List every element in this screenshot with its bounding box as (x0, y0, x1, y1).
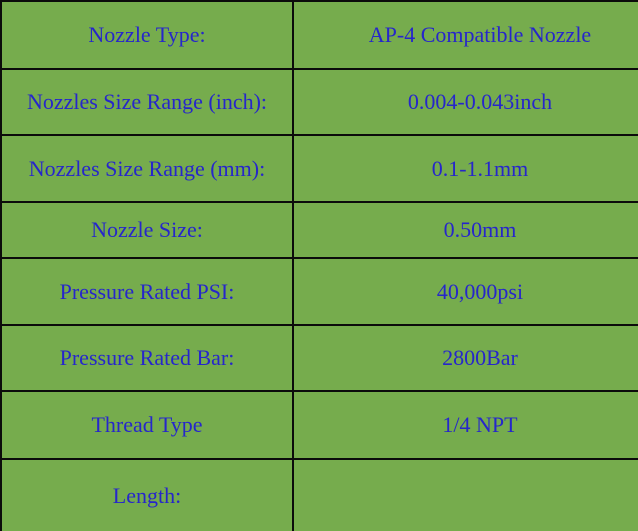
spec-label: Pressure Rated Bar: (0, 324, 294, 392)
table-row: Nozzle Size: 0.50mm (0, 201, 638, 259)
spec-value: 1/4 NPT (292, 390, 638, 460)
table-row: Length: (0, 458, 638, 531)
table-row: Pressure Rated PSI: 40,000psi (0, 257, 638, 326)
spec-label: Nozzle Size: (0, 201, 294, 259)
table-row: Thread Type 1/4 NPT (0, 390, 638, 460)
table-row: Pressure Rated Bar: 2800Bar (0, 324, 638, 392)
spec-value: 0.004-0.043inch (292, 68, 638, 136)
spec-label: Length: (0, 458, 294, 531)
spec-value: 0.1-1.1mm (292, 134, 638, 203)
spec-value (292, 458, 638, 531)
spec-label: Pressure Rated PSI: (0, 257, 294, 326)
spec-value: 2800Bar (292, 324, 638, 392)
table-row: Nozzles Size Range (mm): 0.1-1.1mm (0, 134, 638, 203)
table-row: Nozzle Type: AP-4 Compatible Nozzle (0, 0, 638, 70)
spec-label: Nozzles Size Range (mm): (0, 134, 294, 203)
spec-value: 0.50mm (292, 201, 638, 259)
spec-label: Nozzle Type: (0, 0, 294, 70)
spec-label: Nozzles Size Range (inch): (0, 68, 294, 136)
table-row: Nozzles Size Range (inch): 0.004-0.043in… (0, 68, 638, 136)
spec-value: AP-4 Compatible Nozzle (292, 0, 638, 70)
spec-label: Thread Type (0, 390, 294, 460)
spec-value: 40,000psi (292, 257, 638, 326)
